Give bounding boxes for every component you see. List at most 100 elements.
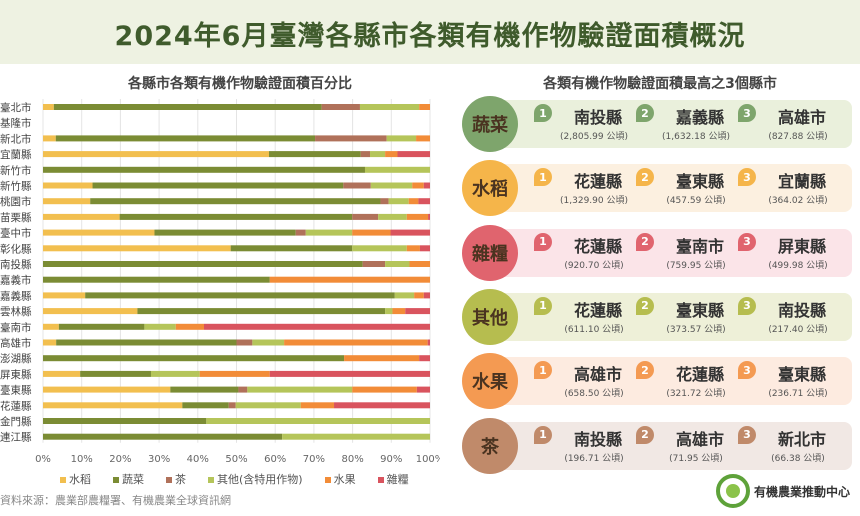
city-name: 臺東縣	[675, 300, 724, 320]
bar-segment	[269, 276, 430, 283]
rank-badge: 3	[738, 425, 756, 444]
bar-segment	[419, 245, 430, 252]
bar-segment	[419, 355, 430, 362]
area-value: (2,805.99 公頃)	[560, 132, 628, 142]
bar-segment	[397, 151, 430, 158]
area-value: (1,329.90 公頃)	[560, 196, 628, 207]
ranking-row: 其他 1 花蓮縣 (611.10 公頃) 2 臺東縣 (373.57 公頃) 3 南投縣 (217…	[462, 288, 852, 345]
y-category-label: 連江縣	[0, 431, 32, 444]
city-name: 高雄市	[573, 365, 622, 385]
legend-swatch	[324, 477, 331, 483]
y-category-label: 澎湖縣	[0, 353, 32, 365]
y-category-label: 臺東縣	[0, 384, 32, 397]
bar-segment	[386, 135, 417, 142]
bar-segment	[385, 261, 410, 267]
ranking-row: 水果 1 高雄市 (658.50 公頃) 2 花蓮縣 (321.72 公頃) 3 臺東縣 (236…	[462, 353, 852, 410]
bar-segment	[43, 370, 81, 377]
bar-segment	[343, 182, 371, 189]
bar-segment	[416, 135, 430, 142]
x-tick-label: 60%	[264, 454, 286, 465]
bar-segment	[175, 323, 204, 330]
bar-segment	[385, 308, 393, 315]
bar-segment	[378, 213, 407, 220]
city-name: 新北市	[777, 429, 826, 449]
bar-segment	[385, 151, 398, 158]
ranking-row: 雜糧 1 花蓮縣 (920.70 公頃) 2 臺南市 (759.95 公頃) 3 屏東縣 (499…	[462, 224, 852, 281]
bar-segment	[405, 308, 430, 315]
bar-segment	[427, 339, 430, 346]
city-name: 臺東縣	[675, 172, 724, 192]
bar-segment	[43, 308, 138, 315]
bar-segment	[305, 229, 353, 236]
city-name: 南投縣	[573, 108, 622, 127]
y-category-label: 南投縣	[0, 258, 32, 271]
bar-segment	[364, 166, 430, 173]
bar-segment	[150, 370, 200, 377]
bar-segment	[419, 104, 430, 110]
bar-segment	[392, 308, 406, 315]
ranking-row: 蔬菜 1 南投縣 (2,805.99 公頃) 2 嘉義縣 (1,632.18 公頃) 3 高雄市…	[462, 96, 852, 152]
ranking-title: 各類有機作物驗證面積最高之3個縣市	[543, 76, 777, 92]
bar-segment	[43, 135, 56, 142]
ranking-entry: 3 屏東縣 (499.98 公頃)	[738, 231, 848, 271]
bar-segment	[230, 245, 353, 252]
legend-item: 蔬菜	[113, 471, 144, 487]
bar-segment	[295, 229, 306, 236]
legend-item: 茶	[166, 471, 186, 487]
bar-segment	[137, 308, 386, 315]
x-tick-label: 40%	[187, 454, 209, 465]
y-category-label: 臺南市	[0, 321, 32, 334]
legend-swatch	[113, 477, 119, 483]
ranking-entry: 1 花蓮縣 (611.10 公頃)	[534, 295, 644, 335]
bar-segment	[235, 402, 301, 409]
bar-segment	[282, 433, 430, 440]
bar-segment	[269, 151, 361, 158]
legend-item: 雜糧	[377, 471, 409, 487]
city-name: 臺東縣	[777, 365, 826, 385]
ranking-entry: 2 嘉義縣 (1,632.18 公頃)	[636, 102, 746, 142]
x-tick-label: 80%	[341, 454, 363, 465]
ranking-entry: 1 南投縣 (196.71 公頃)	[534, 424, 644, 464]
bar-segment	[58, 323, 145, 330]
stacked-bar-chart: 0% 10% 20% 30% 40% 50% 60% 70% 80% 90% 100% 臺北市基隆市新…	[0, 99, 440, 465]
bar-segment	[43, 104, 54, 110]
x-tick-label: 50%	[225, 454, 247, 465]
bar-segment	[408, 198, 419, 205]
rank-badge: 2	[636, 361, 654, 380]
ranking-entry: 2 臺東縣 (373.57 公頃)	[636, 295, 746, 335]
bar-segment	[300, 402, 335, 409]
y-category-label: 彰化縣	[0, 242, 32, 255]
bar-segment	[43, 355, 345, 362]
x-tick-label: 20%	[109, 454, 131, 465]
rank-badge: 2	[636, 104, 654, 122]
city-name: 花蓮縣	[573, 172, 622, 192]
ranking-entry: 3 臺東縣 (236.71 公頃)	[738, 359, 848, 399]
bar-segment	[80, 370, 151, 377]
city-name: 南投縣	[573, 429, 622, 449]
bar-segment	[43, 151, 270, 158]
legend-swatch	[208, 477, 214, 483]
bar-segment	[380, 198, 389, 205]
rank-badge: 3	[738, 361, 756, 380]
y-category-label: 金門縣	[0, 415, 32, 428]
city-name: 花蓮縣	[573, 300, 622, 320]
y-category-label: 新竹縣	[0, 180, 32, 193]
y-category-label: 嘉義市	[0, 274, 32, 287]
bar-segment	[43, 433, 283, 440]
area-value: (499.98 公頃)	[768, 260, 828, 271]
city-name: 宜蘭縣	[777, 172, 826, 192]
bar-segment	[43, 418, 207, 424]
y-category-label: 桃園市	[0, 195, 32, 208]
x-tick-label: 90%	[380, 454, 402, 465]
ranking-entry: 2 臺南市 (759.95 公頃)	[636, 231, 746, 271]
y-category-label: 苗栗縣	[0, 212, 32, 224]
bar-segment	[247, 386, 353, 393]
rank-badge: 3	[738, 104, 756, 122]
title-banner	[0, 0, 860, 64]
bar-segment	[388, 198, 409, 205]
city-name: 嘉義縣	[675, 108, 724, 127]
bar-segment	[344, 355, 420, 362]
area-value: (373.57 公頃)	[666, 324, 726, 335]
bar-segment	[43, 213, 120, 220]
rank-badge: 3	[738, 168, 756, 187]
